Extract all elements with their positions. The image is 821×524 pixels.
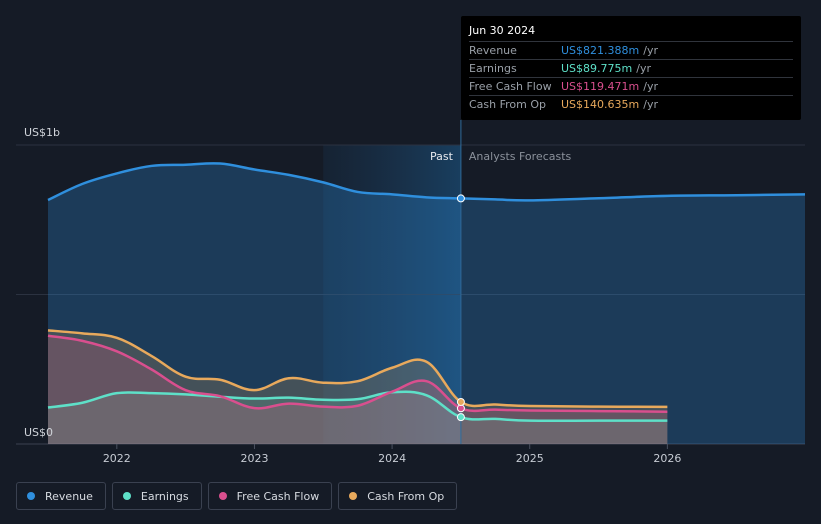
tooltip-unit: /yr bbox=[643, 44, 658, 57]
revenue-line bbox=[47, 162, 806, 202]
tooltip-row-cash-from-op: Cash From Op US$140.635m /yr bbox=[469, 96, 793, 113]
y-axis-label-top: US$1b bbox=[24, 126, 60, 139]
tooltip-unit: /yr bbox=[643, 80, 658, 93]
legend-dot-icon bbox=[218, 492, 227, 500]
tooltip-unit: /yr bbox=[636, 62, 651, 75]
revenue-area bbox=[48, 163, 805, 445]
legend-item-revenue[interactable]: Revenue bbox=[16, 482, 106, 510]
legend-dot-icon bbox=[349, 492, 358, 500]
revenue-marker bbox=[456, 194, 465, 203]
x-tick-label: 2025 bbox=[516, 452, 544, 465]
tooltip-value: US$821.388m bbox=[561, 44, 640, 57]
legend-label: Cash From Op bbox=[367, 489, 445, 503]
series-areas bbox=[48, 163, 805, 445]
legend-item-free-cash-flow[interactable]: Free Cash Flow bbox=[207, 482, 333, 510]
chart-legend: Revenue Earnings Free Cash Flow Cash Fro… bbox=[16, 482, 458, 510]
tooltip-label: Free Cash Flow bbox=[469, 80, 552, 93]
tooltip-value: US$119.471m bbox=[561, 80, 640, 93]
earnings-marker bbox=[456, 413, 465, 422]
x-tick-label: 2026 bbox=[653, 452, 681, 465]
cash-from-op-line bbox=[47, 329, 668, 409]
cash-from-op-area bbox=[48, 330, 668, 444]
tooltip-value: US$89.775m bbox=[561, 62, 633, 75]
legend-label: Revenue bbox=[45, 489, 93, 503]
legend-item-earnings[interactable]: Earnings bbox=[111, 482, 202, 510]
earnings-area bbox=[48, 391, 668, 444]
tooltip-label: Cash From Op bbox=[469, 98, 547, 111]
cash-from-op-marker bbox=[456, 397, 465, 406]
tooltip-date: Jun 30 2024 bbox=[469, 24, 793, 42]
legend-dot-icon bbox=[27, 492, 35, 500]
series-lines bbox=[47, 162, 806, 423]
legend-item-cash-from-op[interactable]: Cash From Op bbox=[338, 482, 458, 510]
earnings-line bbox=[47, 390, 668, 423]
tooltip-label: Revenue bbox=[469, 44, 517, 57]
tooltip-row-free-cash-flow: Free Cash Flow US$119.471m /yr bbox=[469, 78, 793, 96]
tooltip-unit: /yr bbox=[643, 98, 658, 111]
past-label: Past bbox=[430, 150, 454, 163]
y-axis-label-bottom: US$0 bbox=[24, 426, 53, 439]
tooltip-row-earnings: Earnings US$89.775m /yr bbox=[469, 60, 793, 78]
legend-label: Earnings bbox=[140, 489, 189, 503]
forecast-label: Analysts Forecasts bbox=[469, 150, 572, 163]
legend-dot-icon bbox=[122, 492, 131, 500]
data-tooltip: Jun 30 2024 Revenue US$821.388m /yr Earn… bbox=[461, 16, 801, 120]
tooltip-label: Earnings bbox=[469, 62, 517, 75]
free-cash-flow-area bbox=[48, 335, 668, 444]
x-tick-label: 2022 bbox=[103, 452, 131, 465]
x-tick-label: 2023 bbox=[240, 452, 268, 465]
series-markers bbox=[456, 194, 465, 422]
x-axis-ticks: 2022 2023 2024 2025 2026 bbox=[103, 444, 681, 465]
tooltip-value: US$140.635m bbox=[561, 98, 640, 111]
x-tick-label: 2024 bbox=[378, 452, 406, 465]
legend-label: Free Cash Flow bbox=[236, 489, 320, 503]
tooltip-row-revenue: Revenue US$821.388m /yr bbox=[469, 42, 793, 60]
free-cash-flow-line bbox=[47, 334, 668, 413]
